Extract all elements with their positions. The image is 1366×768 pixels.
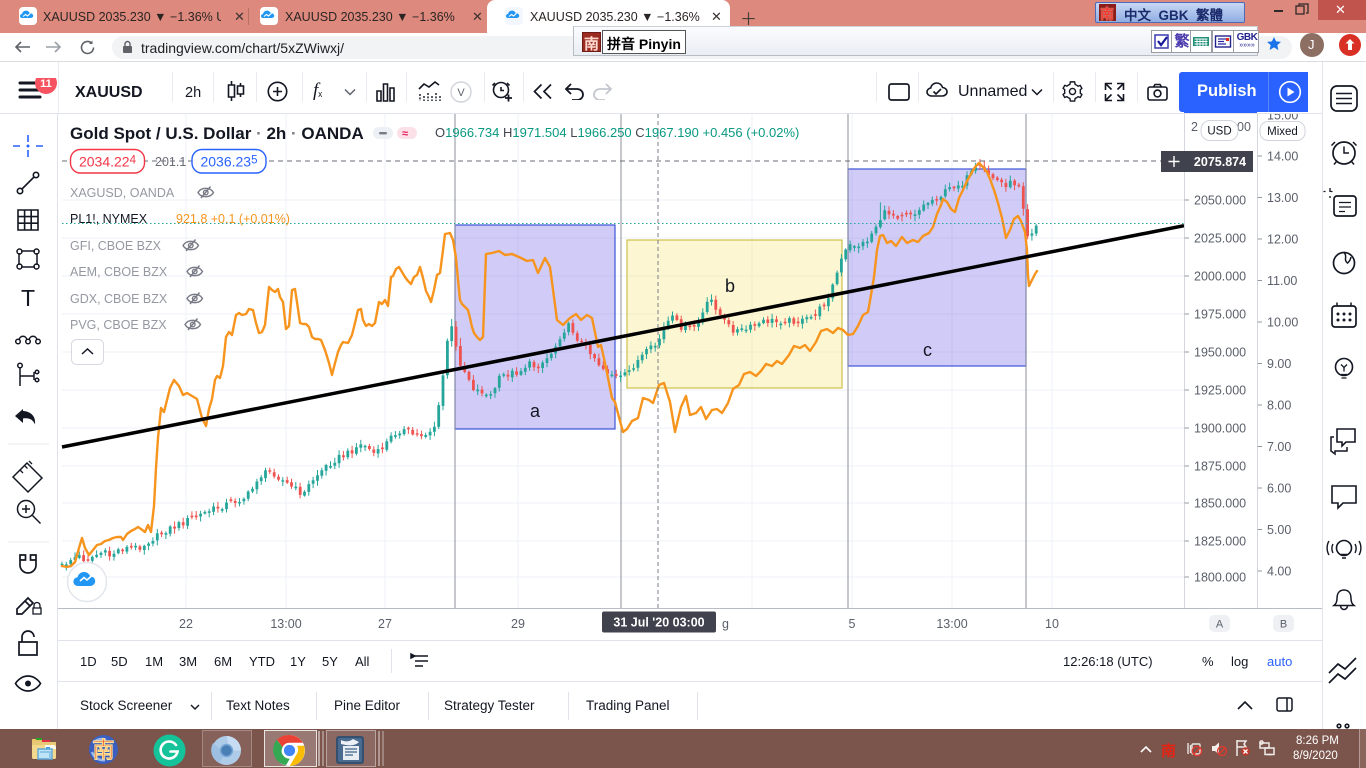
svg-text:2: 2 <box>1191 120 1198 134</box>
svg-text:1825.000: 1825.000 <box>1194 535 1246 549</box>
svg-text:10: 10 <box>1045 617 1059 631</box>
svg-text:10.00: 10.00 <box>1267 316 1298 330</box>
svg-text:1975.000: 1975.000 <box>1194 308 1246 322</box>
svg-text:2050.000: 2050.000 <box>1194 194 1246 208</box>
svg-text:11: 11 <box>40 78 52 90</box>
svg-text:921.8 +0.1 (+0.01%): 921.8 +0.1 (+0.01%) <box>176 212 290 226</box>
svg-text:14.00: 14.00 <box>1267 150 1298 164</box>
svg-text:a: a <box>530 401 541 421</box>
svg-text:V: V <box>457 87 465 99</box>
svg-text:PVG, CBOE BZX: PVG, CBOE BZX <box>70 318 167 332</box>
svg-text:13:00: 13:00 <box>936 617 967 631</box>
svg-text:31 Jul '20 03:00: 31 Jul '20 03:00 <box>613 616 704 630</box>
svg-text:8.00: 8.00 <box>1267 399 1291 413</box>
svg-text:29: 29 <box>511 617 525 631</box>
svg-text:1950.000: 1950.000 <box>1194 346 1246 360</box>
svg-text:11.00: 11.00 <box>1267 274 1297 288</box>
svg-text:5.00: 5.00 <box>1267 523 1291 537</box>
svg-text:1900.000: 1900.000 <box>1194 422 1246 436</box>
svg-text:2034.224: 2034.224 <box>79 154 137 170</box>
svg-text:9.00: 9.00 <box>1267 357 1291 371</box>
svg-text:GDX, CBOE BZX: GDX, CBOE BZX <box>70 292 168 306</box>
svg-text:T: T <box>21 285 35 311</box>
svg-text:GFI, CBOE BZX: GFI, CBOE BZX <box>70 239 162 253</box>
svg-text:Mixed: Mixed <box>1267 126 1298 138</box>
svg-text:15.00: 15.00 <box>1267 114 1298 123</box>
svg-text:00: 00 <box>1237 120 1251 134</box>
svg-text:b: b <box>725 276 735 296</box>
svg-text:2000.000: 2000.000 <box>1194 270 1246 284</box>
svg-text:5: 5 <box>849 617 856 631</box>
svg-text:27: 27 <box>378 617 392 631</box>
svg-text:22: 22 <box>179 617 193 631</box>
svg-text:4.00: 4.00 <box>1267 565 1291 579</box>
svg-text:XAGUSD, OANDA: XAGUSD, OANDA <box>70 186 175 200</box>
svg-text:南: 南 <box>92 738 114 763</box>
svg-text:1850.000: 1850.000 <box>1194 497 1246 511</box>
svg-text:13:00: 13:00 <box>270 617 301 631</box>
svg-text:7.00: 7.00 <box>1267 440 1291 454</box>
svg-text:A: A <box>1216 619 1224 631</box>
svg-text:≈: ≈ <box>402 128 408 140</box>
svg-text:AEM, CBOE BZX: AEM, CBOE BZX <box>70 265 168 279</box>
svg-text:2036.235: 2036.235 <box>200 154 257 170</box>
svg-text:6.00: 6.00 <box>1267 482 1291 496</box>
svg-text:12.00: 12.00 <box>1267 233 1298 247</box>
svg-text:1875.000: 1875.000 <box>1194 460 1246 474</box>
svg-text:PL1!, NYMEX: PL1!, NYMEX <box>70 212 148 226</box>
svg-text:B: B <box>1280 619 1287 631</box>
svg-text:c: c <box>923 340 932 360</box>
svg-text:O1966.734 H1971.504 L1966.25: O1966.734 H1971.504 L1966.250 C1967.190 … <box>435 125 799 140</box>
svg-text:1925.000: 1925.000 <box>1194 384 1246 398</box>
svg-text:1800.000: 1800.000 <box>1194 571 1246 585</box>
svg-text:Gold Spot / U.S. Dollar · 2h ·: Gold Spot / U.S. Dollar · 2h · OANDA <box>70 124 364 143</box>
svg-text:g: g <box>722 617 729 631</box>
svg-text:2025.000: 2025.000 <box>1194 232 1246 246</box>
svg-text:201.1: 201.1 <box>155 155 186 169</box>
svg-text:13.00: 13.00 <box>1267 191 1298 205</box>
svg-text:2075.874: 2075.874 <box>1194 155 1246 169</box>
svg-text:USD: USD <box>1207 126 1231 138</box>
